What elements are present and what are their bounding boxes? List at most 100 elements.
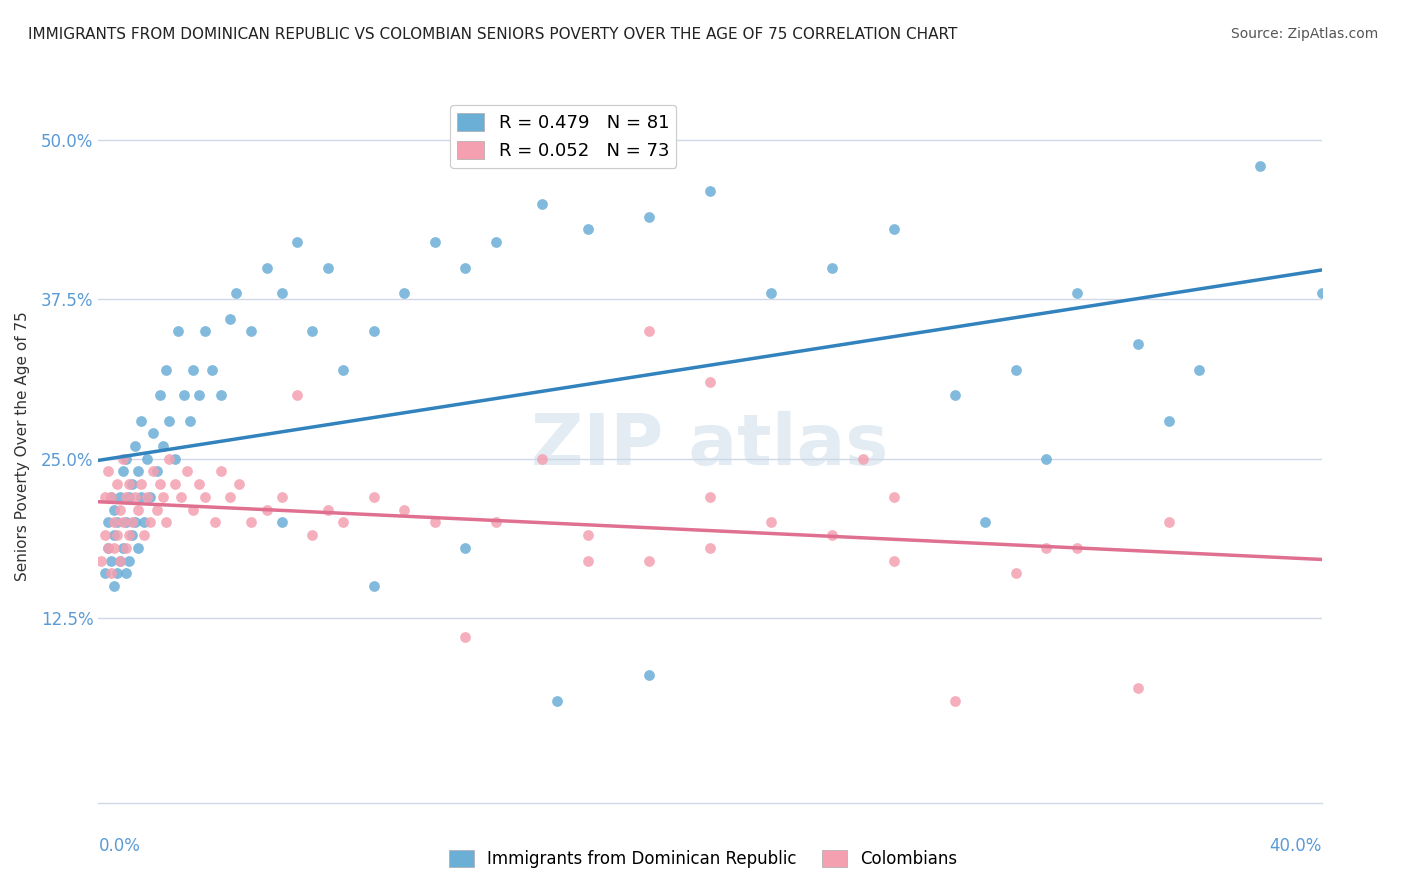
Point (546, 694, 568, 708)
Point (111, 451, 134, 466)
Point (454, 260, 477, 275)
Point (194, 490, 217, 504)
Point (129, 490, 152, 504)
Point (97, 465, 120, 479)
Point (105, 516, 128, 530)
Legend: Immigrants from Dominican Republic, Colombians: Immigrants from Dominican Republic, Colo… (443, 843, 963, 875)
Point (943, 694, 966, 708)
Point (163, 477, 186, 491)
Point (363, 490, 385, 504)
Point (392, 502, 416, 516)
Point (852, 451, 875, 466)
Point (115, 566, 138, 581)
Point (108, 554, 131, 568)
Point (111, 541, 134, 555)
Point (124, 439, 146, 453)
Point (204, 516, 226, 530)
Text: Source: ZipAtlas.com: Source: ZipAtlas.com (1230, 27, 1378, 41)
Point (759, 516, 782, 530)
Point (423, 516, 446, 530)
Point (173, 388, 195, 402)
Point (103, 579, 125, 593)
Point (285, 388, 308, 402)
Point (576, 222, 599, 236)
Point (97, 516, 120, 530)
Point (332, 516, 354, 530)
Point (883, 490, 905, 504)
Point (134, 528, 156, 542)
Point (219, 490, 242, 504)
Point (152, 439, 174, 453)
Point (1188, 362, 1211, 376)
Point (1004, 566, 1026, 581)
Point (883, 222, 905, 236)
Point (759, 286, 782, 301)
Point (103, 528, 125, 542)
Point (219, 311, 242, 326)
Point (142, 426, 165, 441)
Point (454, 541, 477, 555)
Point (115, 541, 138, 555)
Point (1128, 681, 1150, 695)
Point (105, 566, 128, 581)
Point (699, 541, 721, 555)
Point (93, 490, 115, 504)
Point (167, 324, 190, 338)
Point (97, 541, 120, 555)
Point (637, 668, 661, 682)
Point (485, 235, 508, 249)
Point (1249, 159, 1271, 173)
Point (155, 516, 177, 530)
Point (301, 324, 323, 338)
Point (209, 388, 232, 402)
Point (209, 465, 232, 479)
Point (100, 554, 122, 568)
Point (256, 502, 278, 516)
Point (1128, 337, 1150, 351)
Point (200, 362, 222, 376)
Point (699, 490, 721, 504)
Point (149, 388, 172, 402)
Point (170, 490, 193, 504)
Text: ZIP atlas: ZIP atlas (531, 411, 889, 481)
Point (157, 413, 180, 427)
Point (127, 465, 149, 479)
Point (111, 516, 134, 530)
Point (1004, 362, 1026, 376)
Y-axis label: Seniors Poverty Over the Age of 75: Seniors Poverty Over the Age of 75 (15, 311, 30, 581)
Point (637, 554, 661, 568)
Point (127, 541, 149, 555)
Point (530, 451, 553, 466)
Point (363, 324, 385, 338)
Point (240, 324, 263, 338)
Point (530, 197, 553, 211)
Point (157, 451, 180, 466)
Point (363, 579, 385, 593)
Point (316, 260, 339, 275)
Point (142, 465, 165, 479)
Point (240, 516, 263, 530)
Point (124, 490, 146, 504)
Point (118, 477, 141, 491)
Point (301, 528, 323, 542)
Point (637, 210, 661, 224)
Point (1157, 516, 1180, 530)
Point (93, 528, 115, 542)
Point (176, 465, 198, 479)
Point (576, 554, 599, 568)
Point (194, 324, 217, 338)
Point (108, 490, 131, 504)
Point (129, 413, 152, 427)
Point (127, 502, 149, 516)
Point (103, 516, 125, 530)
Point (134, 516, 156, 530)
Point (821, 528, 844, 542)
Point (1157, 413, 1180, 427)
Point (115, 451, 138, 466)
Point (108, 554, 131, 568)
Point (821, 260, 844, 275)
Point (115, 490, 138, 504)
Point (105, 528, 128, 542)
Point (188, 388, 211, 402)
Point (118, 554, 141, 568)
